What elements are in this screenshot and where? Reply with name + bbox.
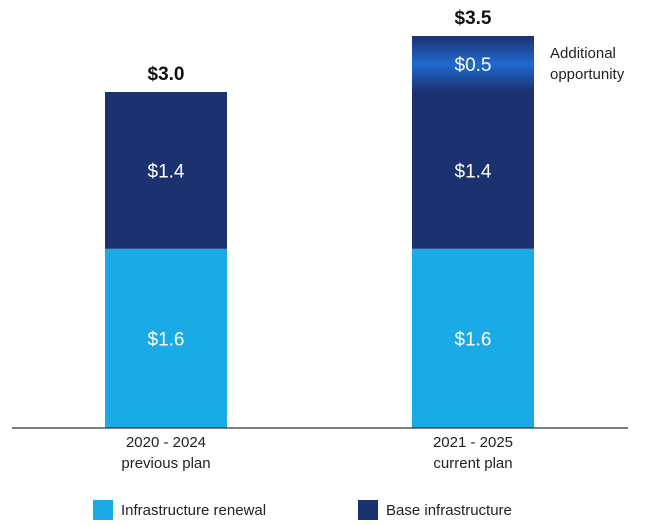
x-tick-label-0-0: 2020 - 2024 [126,434,206,451]
annotation-line-1: opportunity [550,66,625,83]
stacked-bar-chart: $1.6 $1.4 $3.0 2020 - 2024 previous plan $1.6… [12,8,628,472]
legend-label-infrastructure-renewal: Infrastructure renewal [121,501,267,519]
bar-segment-1-0 [412,248,534,428]
data-label-1-1: $1.4 [455,161,492,182]
legend-swatch-base-infrastructure [358,500,378,520]
total-label-1: $3.5 [455,8,492,29]
legend-item-infrastructure-renewal: Infrastructure renewal [93,500,266,520]
bar-segment-1-1 [412,92,534,249]
legend-swatch-infrastructure-renewal [93,500,113,520]
data-label-1-0: $1.6 [455,329,492,350]
legend: Infrastructure renewal Base infrastructu… [0,500,660,524]
data-label-0-1: $1.4 [148,161,185,182]
x-tick-label-1-1: current plan [433,455,512,472]
annotation-line-0: Additional [550,45,616,62]
x-tick-label-1-0: 2021 - 2025 [433,434,513,451]
x-tick-label-0-1: previous plan [121,455,210,472]
data-label-1-2: $0.5 [455,55,492,76]
bar-segment-0-1 [105,92,227,249]
legend-item-base-infrastructure: Base infrastructure [358,500,512,520]
total-label-0: $3.0 [148,64,185,85]
legend-label-base-infrastructure: Base infrastructure [386,501,512,519]
bar-segment-1-2 [412,36,534,92]
data-label-0-0: $1.6 [148,329,185,350]
bar-segment-0-0 [105,248,227,428]
